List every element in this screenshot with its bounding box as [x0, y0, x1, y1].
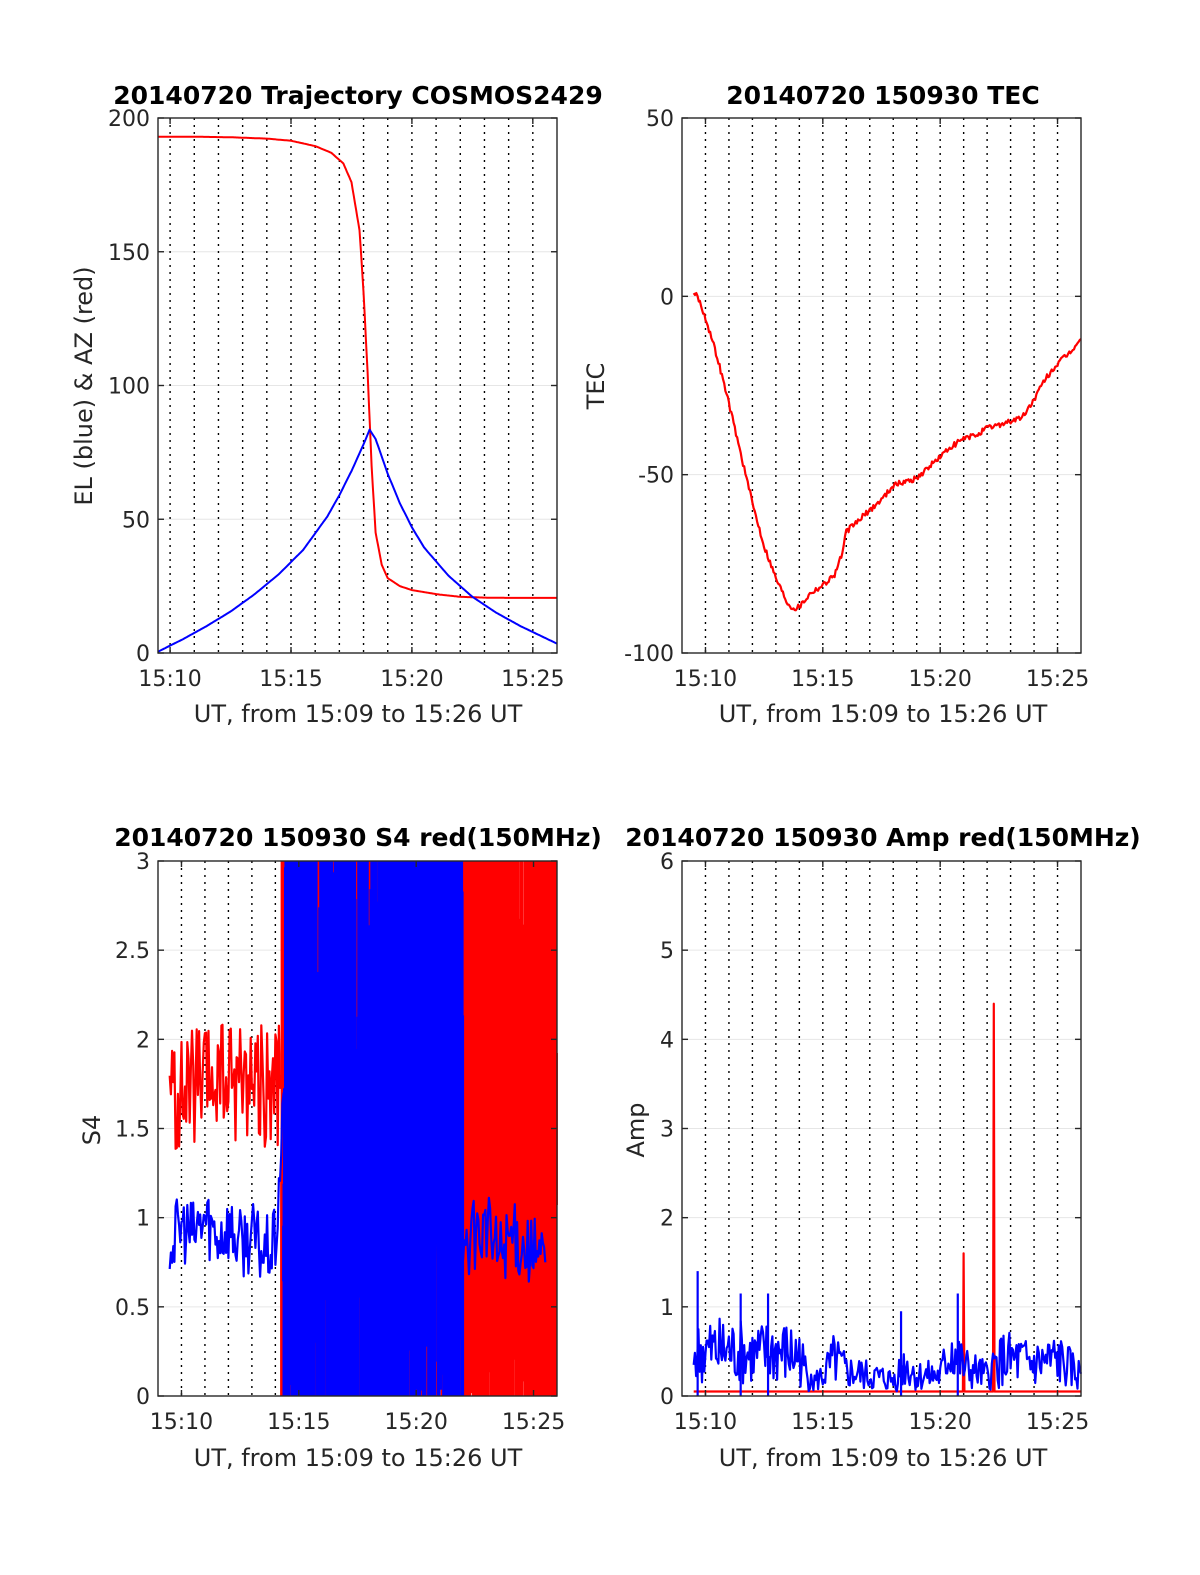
trajectory-xtick-label: 15:20	[380, 667, 443, 692]
trajectory-ytick-label: 50	[122, 508, 150, 533]
amp-title: 20140720 150930 Amp red(150MHz)	[625, 823, 1141, 852]
tec-xtick-label: 15:20	[908, 667, 971, 692]
s4-ylabel: S4	[78, 1115, 106, 1146]
tec-ytick-label: 0	[660, 285, 674, 310]
s4-xtick-label: 15:10	[150, 1410, 213, 1435]
tec-series-tec	[692, 291, 1082, 612]
trajectory-xlabel: UT, from 15:09 to 15:26 UT	[194, 700, 523, 728]
amp-series-red	[693, 1002, 1081, 1393]
amp-ytick-label: 4	[660, 1028, 674, 1053]
tec-ytick-label: -100	[624, 642, 674, 667]
amp-ytick-label: 6	[660, 850, 674, 875]
tec-plot-area	[682, 118, 1081, 653]
amp-xtick-label: 15:15	[791, 1410, 854, 1435]
amp-xtick-label: 15:10	[674, 1410, 737, 1435]
amp-xtick-label: 15:20	[908, 1410, 971, 1435]
s4-ytick-label: 3	[136, 850, 150, 875]
tec-xtick-label: 15:15	[791, 667, 854, 692]
amp-ytick-label: 0	[660, 1385, 674, 1410]
trajectory-series-az	[158, 135, 557, 599]
amp-xlabel: UT, from 15:09 to 15:26 UT	[719, 1444, 1048, 1472]
amp-series-blue	[692, 1317, 1083, 1393]
tec-xtick-label: 15:10	[674, 667, 737, 692]
s4-xlabel: UT, from 15:09 to 15:26 UT	[194, 1444, 523, 1472]
tec-title: 20140720 150930 TEC	[726, 81, 1039, 110]
trajectory-series-el	[157, 428, 558, 653]
tec-axes-frame	[681, 117, 1082, 654]
tec-panel: 20140720 150930 TEC UT, from 15:09 to 15…	[582, 81, 1089, 728]
trajectory-ytick-label: 100	[108, 375, 150, 400]
s4-series-red	[168, 1023, 283, 1150]
s4-ytick-label: 2.5	[115, 939, 150, 964]
trajectory-ylabel: EL (blue) & AZ (red)	[70, 266, 98, 505]
amp-xtick-label: 15:25	[1026, 1410, 1089, 1435]
tec-xlabel: UT, from 15:09 to 15:26 UT	[719, 700, 1048, 728]
s4-ytick-label: 1	[136, 1207, 150, 1232]
s4-xtick-label: 15:15	[267, 1410, 330, 1435]
amp-panel: 20140720 150930 Amp red(150MHz) UT, from…	[622, 823, 1141, 1472]
trajectory-panel: 20140720 Trajectory COSMOS2429 UT, from …	[70, 81, 603, 728]
amp-ytick-label: 2	[660, 1207, 674, 1232]
tec-ytick-label: 50	[646, 107, 674, 132]
s4-series-blue-band	[282, 861, 465, 1396]
s4-ytick-label: 2	[136, 1028, 150, 1053]
trajectory-title: 20140720 Trajectory COSMOS2429	[113, 81, 603, 110]
trajectory-ytick-label: 200	[108, 107, 150, 132]
amp-ytick-label: 5	[660, 939, 674, 964]
tec-ytick-label: -50	[638, 464, 674, 489]
s4-panel: 20140720 150930 S4 red(150MHz) UT, from …	[78, 823, 602, 1472]
trajectory-ytick-label: 0	[136, 642, 150, 667]
trajectory-xtick-label: 15:10	[138, 667, 201, 692]
tec-ylabel: TEC	[582, 363, 610, 411]
s4-ytick-label: 1.5	[115, 1118, 150, 1143]
s4-xtick-label: 15:25	[502, 1410, 565, 1435]
amp-ytick-label: 3	[660, 1118, 674, 1143]
s4-xtick-label: 15:20	[384, 1410, 447, 1435]
amp-ylabel: Amp	[622, 1102, 650, 1157]
s4-ytick-label: 0.5	[115, 1296, 150, 1321]
s4-series-blue	[168, 1024, 547, 1283]
tec-xtick-label: 15:25	[1026, 667, 1089, 692]
trajectory-xtick-label: 15:15	[259, 667, 322, 692]
trajectory-ytick-label: 150	[108, 241, 150, 266]
s4-ytick-label: 0	[136, 1385, 150, 1410]
amp-ytick-label: 1	[660, 1296, 674, 1321]
trajectory-xtick-label: 15:25	[501, 667, 564, 692]
s4-title: 20140720 150930 S4 red(150MHz)	[114, 823, 602, 852]
